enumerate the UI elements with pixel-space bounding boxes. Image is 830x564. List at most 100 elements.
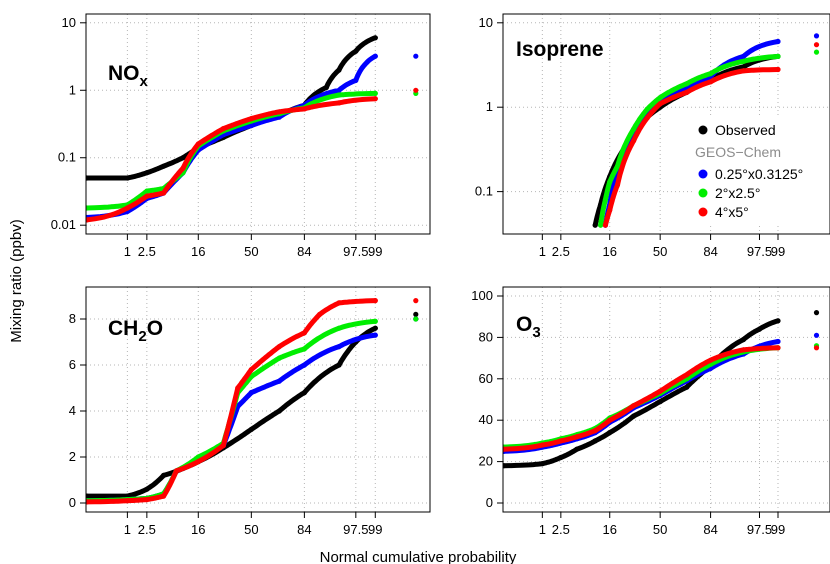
panel-0-series-observed-point	[86, 175, 90, 181]
panel-3-series-observed-point	[684, 384, 690, 390]
panel-2-series-observed-point	[248, 426, 254, 432]
panel-2-series-observed-point	[161, 472, 167, 478]
panel-0-series-4-x5--point	[220, 126, 226, 132]
panel-0-title: NOx	[108, 62, 149, 90]
panel-3-series-4-x5--point	[607, 417, 613, 423]
panel-2-series-4-x5--point	[301, 330, 307, 336]
panel-2-series-4-x5--point	[235, 385, 241, 391]
panel-2-series-2-x2-5--point	[276, 355, 282, 361]
panel-1-series-4-x5--point	[813, 42, 820, 48]
panel-2-series-4-x5--point	[220, 442, 226, 449]
panel-3-series-observed-point	[756, 326, 763, 332]
panel-3-series-4-x5--point	[592, 428, 598, 434]
panel-3-frame	[502, 286, 830, 513]
panel-0-series-observed-point	[323, 84, 329, 91]
panel-3-series-4-x5--point	[574, 434, 580, 440]
panel-3-title: O3	[516, 313, 541, 341]
panel-3-series-observed-point	[539, 461, 545, 467]
panel-3-plot-area	[503, 310, 820, 469]
x-axis-label: Normal cumulative probability	[320, 549, 517, 564]
panel-1-series-2-x2-5--point	[813, 49, 820, 55]
panel-2-y-tick-label: 6	[69, 357, 76, 372]
panel-2-series-0-25-x0-3125--point	[301, 362, 307, 368]
panel-0-series-4-x5--point	[180, 165, 186, 171]
panel-2-series-2-x2-5--point	[372, 318, 378, 324]
panel-2-x-tick-label: 84	[297, 522, 311, 537]
panel-3-series-0-25-x0-3125--point	[775, 338, 781, 345]
panel-3-series-2-x2-5--trace	[503, 345, 781, 450]
panel-0-series-observed-point	[180, 155, 186, 161]
panel-1-series-0-25-x0-3125--point	[813, 33, 820, 39]
panel-0-series-2-x2-5--trace	[86, 90, 378, 211]
panel-0-x-tick-label: 50	[244, 244, 258, 259]
panel-2-series-4-x5--point	[317, 311, 323, 317]
panel-1-series-4-x5--point	[644, 115, 650, 121]
panel-3-series-observed-point	[740, 336, 747, 343]
panel-3-series-4-x5--point	[684, 372, 690, 378]
panel-1-series-2-x2-5--point	[607, 179, 613, 185]
panel-2-y-tick-label: 0	[69, 495, 76, 510]
panel-3-series-observed-point	[631, 413, 637, 419]
y-axis-label: Mixing ratio (ppbv)	[8, 219, 25, 342]
panel-2-y-tick-label: 2	[69, 449, 76, 464]
panel-0-plot-area	[86, 1, 419, 223]
panel-0-series-observed-point	[353, 48, 359, 54]
panel-3-y-tick-label: 60	[479, 371, 493, 386]
panel-0-x-tick-label: 84	[297, 244, 311, 259]
panel-0-series-0-25-x0-3125--point	[413, 53, 419, 59]
panel-2-series-observed-point	[144, 486, 150, 492]
panel-3-y-tick-label: 40	[479, 412, 493, 427]
panel-0-series-2-x2-5--point	[144, 188, 150, 194]
panel-2-series-observed-point	[372, 325, 378, 331]
panel-0-y-tick-label: 0.01	[51, 217, 76, 232]
panel-3-x-tick-label: 1	[539, 522, 546, 537]
panel-3-x-tick-label: 99	[771, 522, 785, 537]
panel-2-series-4-x5--point	[195, 459, 201, 465]
panel-3-y-tick-label: 80	[479, 329, 493, 344]
panel-1-series-2-x2-5--point	[684, 81, 690, 87]
panel-1-series-4-x5--point	[607, 207, 613, 213]
panel-1-y-tick-label: 1	[486, 99, 493, 114]
panel-2-x-tick-label: 2.5	[138, 522, 156, 537]
panel-0-y-tick-label: 0.1	[58, 150, 76, 165]
panel-2-series-observed-point	[413, 311, 419, 317]
panel-0-series-4-x5--point	[372, 96, 378, 102]
panel-3-x-tick-label: 2.5	[552, 522, 570, 537]
panel-3-x-tick-label: 97.5	[747, 522, 772, 537]
panel-3-series-observed-point	[558, 454, 564, 461]
legend-heading: GEOS−Chem	[695, 144, 781, 160]
panel-0-x-tick-label: 97.5	[343, 244, 368, 259]
legend-marker-observed	[698, 125, 708, 135]
panel-1-series-2-x2-5--point	[657, 95, 663, 101]
panel-3-series-4-x5--point	[539, 442, 545, 448]
panel-0-series-4-x5--point	[195, 141, 201, 147]
panel-2-series-0-25-x0-3125--point	[372, 332, 378, 338]
panel-1-series-0-25-x0-3125--point	[740, 53, 747, 60]
panel-1-x-tick-label: 97.5	[747, 244, 772, 259]
panel-2-series-4-x5--point	[86, 499, 90, 505]
panel-2-x-tick-label: 50	[244, 522, 258, 537]
panel-1-series-2-x2-5--point	[644, 106, 650, 112]
panel-1-series-2-x2-5--point	[775, 53, 781, 60]
panel-1-series-4-x5--point	[657, 101, 663, 107]
legend-marker-2x2-5	[698, 188, 708, 198]
panel-2-x-tick-label: 16	[191, 522, 205, 537]
panel-0-series-observed-point	[413, 1, 418, 6]
panel-3-series-4-x5--point	[775, 345, 781, 351]
legend: Observed GEOS−Chem 0.25°x0.3125° 2°x2.5°…	[692, 118, 829, 226]
panel-1-y-tick-label: 10	[479, 15, 493, 30]
panel-0-series-0-25-x0-3125--point	[248, 122, 254, 129]
panel-3-x-tick-label: 50	[653, 522, 667, 537]
panel-2-series-4-x5--point	[173, 468, 179, 474]
panel-3-series-4-x5--point	[708, 357, 714, 363]
panel-1-x-tick-label: 99	[771, 244, 785, 259]
panel-2-series-4-x5--point	[413, 298, 419, 304]
panel-0-series-observed-point	[144, 170, 150, 176]
panel-1-title: Isoprene	[516, 38, 604, 61]
panel-3-series-observed-point	[592, 438, 598, 444]
panel-3-series-observed-point	[574, 446, 580, 452]
panel-2-frame	[85, 286, 431, 513]
panel-1-series-4-x5--point	[708, 79, 714, 85]
panel-2-series-4-x5--trace	[86, 298, 378, 505]
panel-0-series-2-x2-5--point	[336, 92, 342, 98]
